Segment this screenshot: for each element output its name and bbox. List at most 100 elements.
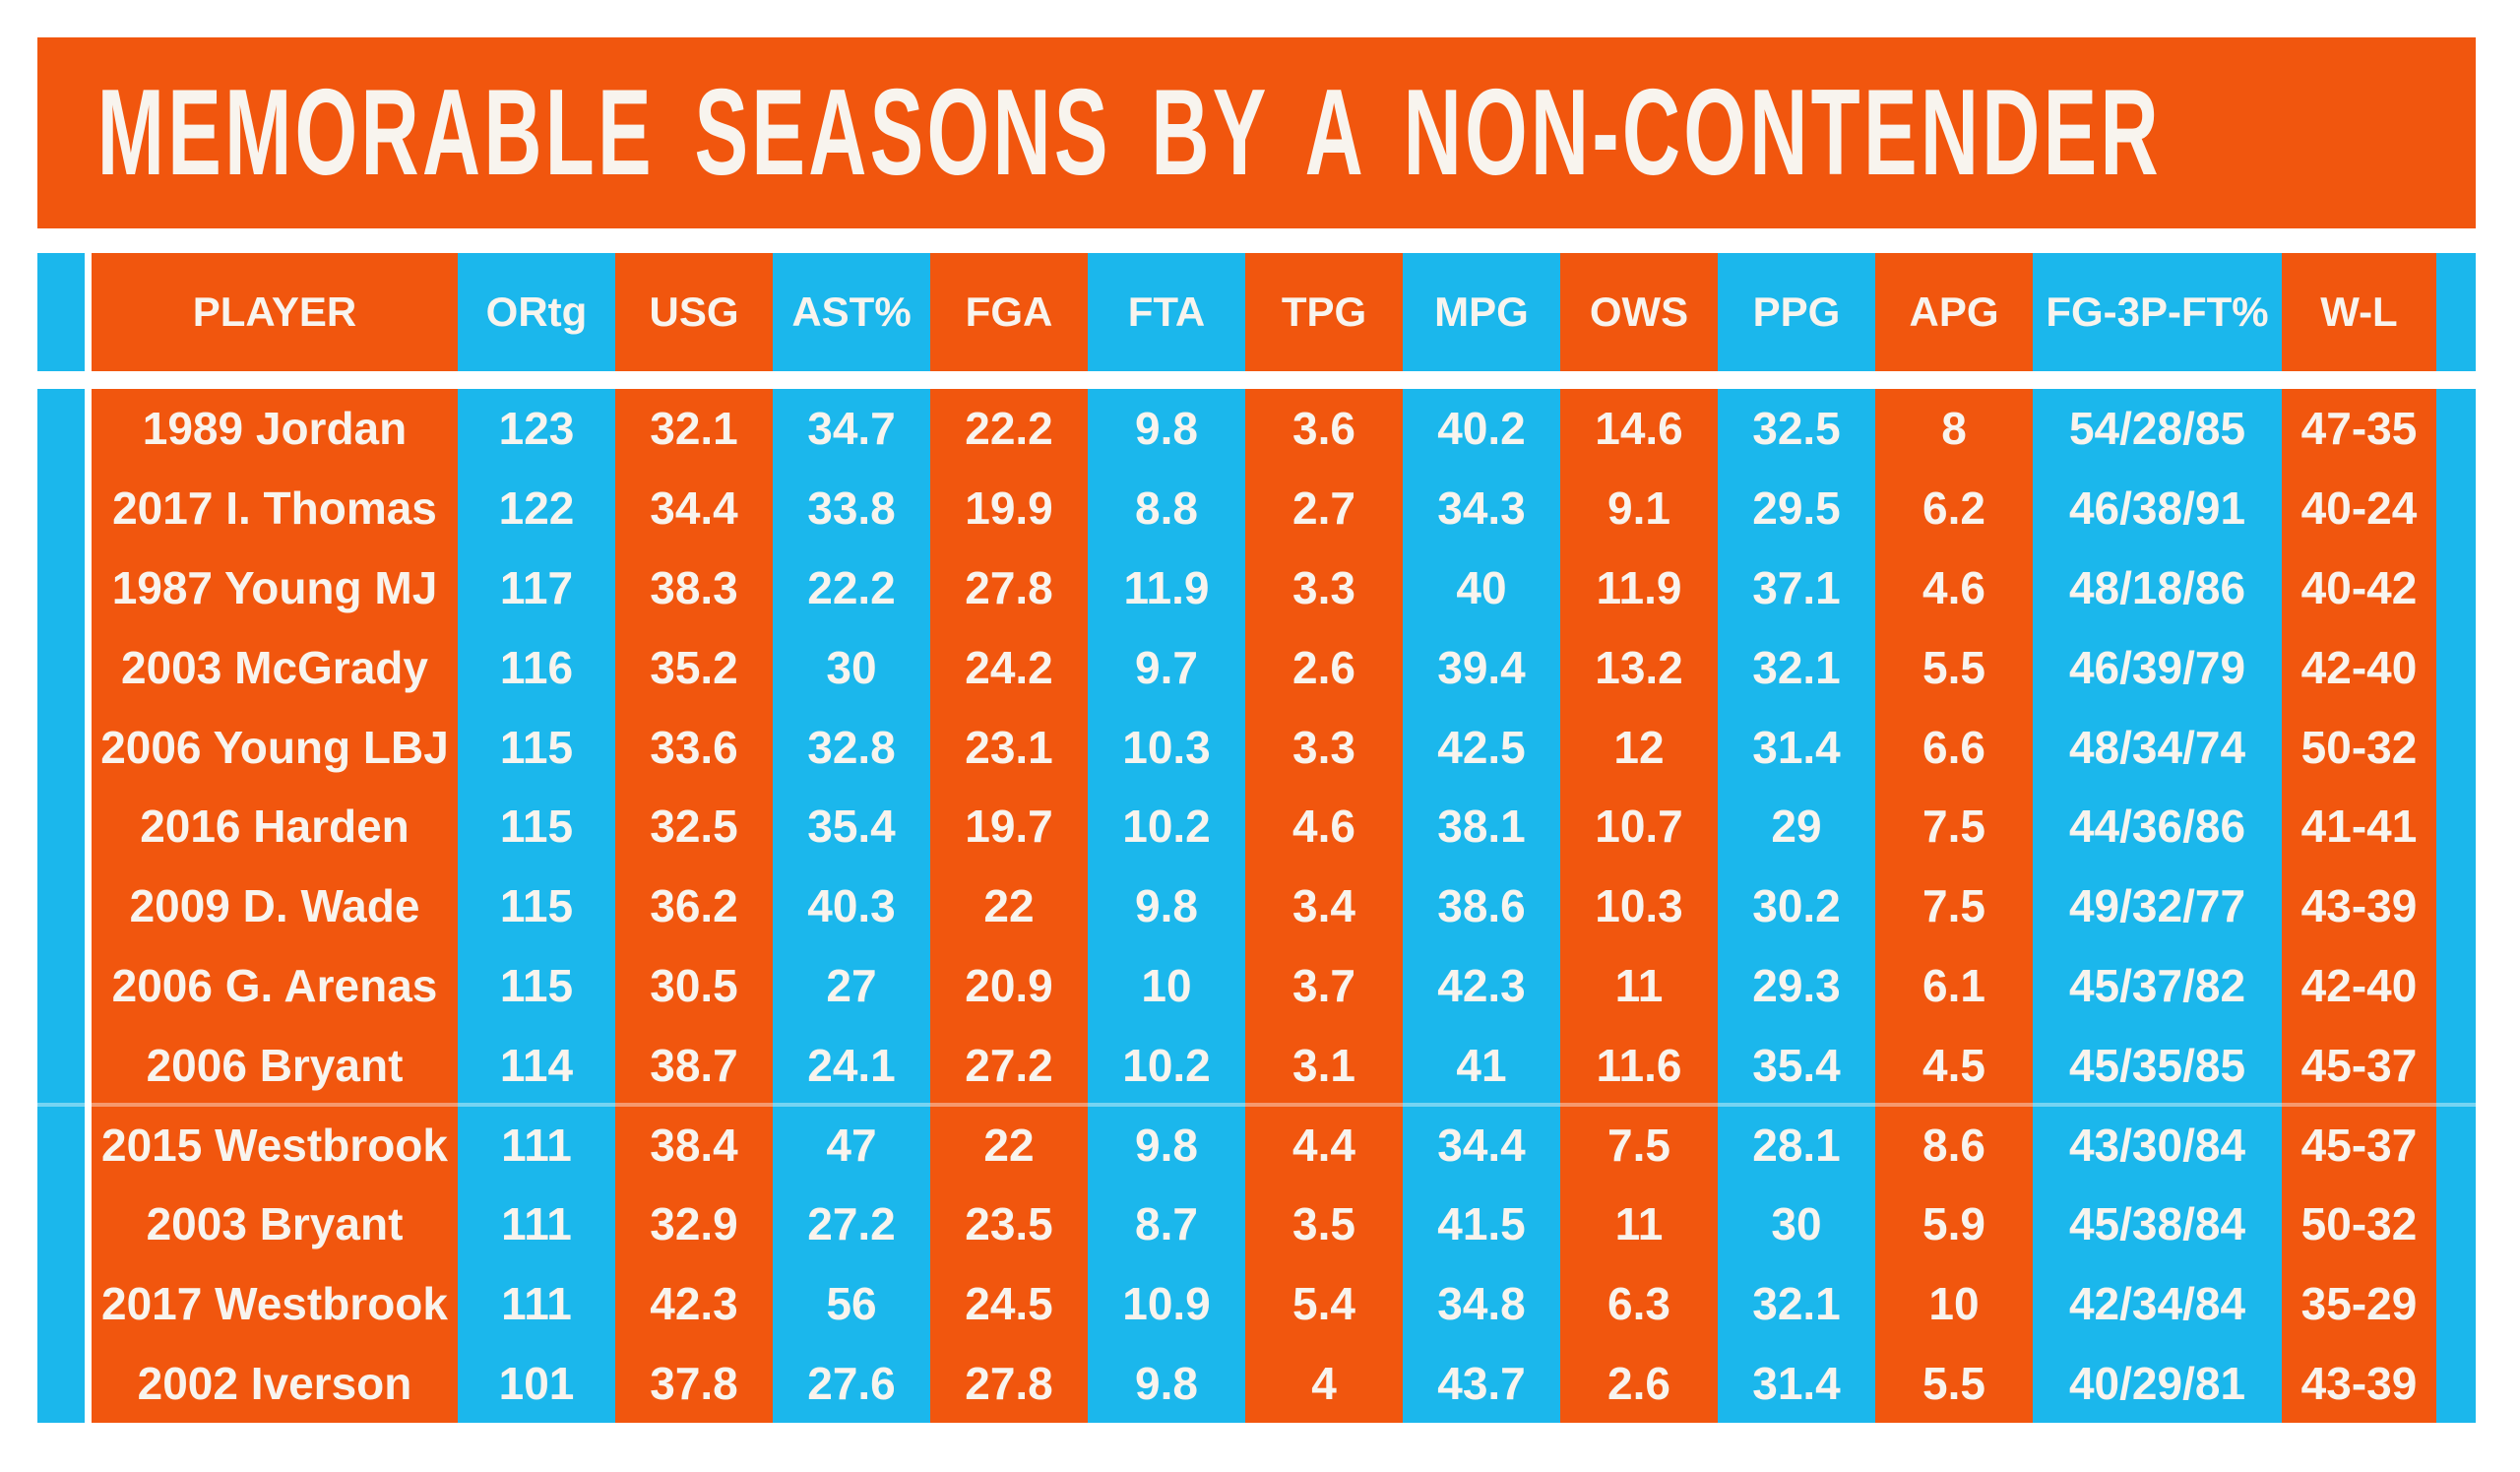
stat-cell: 30.2 (1718, 865, 1875, 946)
stat-cell: 44/36/86 (2033, 786, 2282, 866)
table-row: 2006 Bryant 114 38.7 24.1 27.2 10.2 3.1 41 11.6 3… (37, 1025, 2476, 1106)
stat-cell: 50-32 (2282, 707, 2436, 787)
stat-cell: 37.8 (615, 1343, 773, 1424)
stat-cell: 4.4 (1245, 1105, 1403, 1184)
stat-cell: 38.6 (1403, 865, 1560, 946)
stat-cell: 7.5 (1875, 786, 2033, 866)
player-cell: 2003 Bryant (92, 1184, 458, 1264)
table-row: 2006 G. Arenas 115 30.5 27 20.9 10 3.7 42.3 11 29… (37, 945, 2476, 1026)
stat-cell: 27.6 (773, 1343, 930, 1424)
stat-cell: 34.4 (615, 468, 773, 548)
stat-cell: 115 (458, 865, 615, 946)
header-player: PLAYER (92, 253, 458, 371)
stat-cell: 43-39 (2282, 1343, 2436, 1424)
stat-cell: 10 (1088, 945, 1245, 1026)
stat-cell: 10.3 (1560, 865, 1718, 946)
stat-cell: 27.8 (930, 547, 1088, 628)
header-w-l: W-L (2282, 253, 2436, 371)
player-cell: 2003 McGrady (92, 627, 458, 708)
stat-cell: 34.7 (773, 389, 930, 469)
stat-cell: 29.5 (1718, 468, 1875, 548)
stat-cell: 10.2 (1088, 786, 1245, 866)
header-usg: USG (615, 253, 773, 371)
stat-cell: 6.6 (1875, 707, 2033, 787)
left-edge-strip (37, 786, 85, 866)
column-separator (85, 1344, 92, 1424)
right-edge-strip (2436, 468, 2476, 548)
left-edge-strip (37, 1263, 85, 1344)
header-ast-pct: AST% (773, 253, 930, 371)
right-edge-strip (2436, 253, 2476, 371)
stat-cell: 29.3 (1718, 945, 1875, 1026)
stat-cell: 27 (773, 945, 930, 1026)
stat-cell: 33.6 (615, 707, 773, 787)
stat-cell: 116 (458, 627, 615, 708)
header-apg: APG (1875, 253, 2033, 371)
stat-cell: 22 (930, 1105, 1088, 1184)
player-cell: 2006 G. Arenas (92, 945, 458, 1026)
stat-cell: 27.8 (930, 1343, 1088, 1424)
stat-cell: 37.1 (1718, 547, 1875, 628)
stat-cell: 30 (1718, 1184, 1875, 1264)
stat-cell: 9.7 (1088, 627, 1245, 708)
header-ows: OWS (1560, 253, 1718, 371)
table-row: 1989 Jordan 123 32.1 34.7 22.2 9.8 3.6 40.2 14.6… (37, 389, 2476, 469)
stat-cell: 34.8 (1403, 1263, 1560, 1344)
left-edge-strip (37, 253, 85, 371)
table-row: 2016 Harden 115 32.5 35.4 19.7 10.2 4.6 38.1 10.… (37, 786, 2476, 866)
column-separator (85, 1025, 92, 1105)
stat-cell: 8.8 (1088, 468, 1245, 548)
stat-cell: 40-24 (2282, 468, 2436, 548)
title-banner: MEMORABLE SEASONS BY A NON-CONTENDER (37, 37, 2476, 228)
stat-cell: 35.2 (615, 627, 773, 708)
stat-cell: 3.3 (1245, 547, 1403, 628)
stat-cell: 11 (1560, 945, 1718, 1026)
stat-cell: 29 (1718, 786, 1875, 866)
table-row: 2002 Iverson 101 37.8 27.6 27.8 9.8 4 43.7 2.6 31… (37, 1343, 2476, 1424)
player-cell: 2015 Westbrook (92, 1105, 458, 1184)
stat-cell: 6.3 (1560, 1263, 1718, 1344)
column-separator (85, 548, 92, 628)
right-edge-strip (2436, 1343, 2476, 1424)
stat-cell: 24.2 (930, 627, 1088, 708)
stat-cell: 12 (1560, 707, 1718, 787)
stat-cell: 3.7 (1245, 945, 1403, 1026)
stat-cell: 4.6 (1875, 547, 2033, 628)
stat-cell: 35.4 (1718, 1025, 1875, 1106)
stat-cell: 31.4 (1718, 1343, 1875, 1424)
stat-cell: 9.8 (1088, 865, 1245, 946)
table-row: 2017 I. Thomas 122 34.4 33.8 19.9 8.8 2.7 34.3 9… (37, 468, 2476, 548)
stat-cell: 23.5 (930, 1184, 1088, 1264)
stat-cell: 2.6 (1560, 1343, 1718, 1424)
column-separator (85, 1105, 92, 1184)
stat-cell: 11.9 (1088, 547, 1245, 628)
stat-cell: 23.1 (930, 707, 1088, 787)
column-separator (85, 389, 92, 469)
stat-cell: 13.2 (1560, 627, 1718, 708)
stat-cell: 32.5 (615, 786, 773, 866)
stat-cell: 45/38/84 (2033, 1184, 2282, 1264)
stat-cell: 41-41 (2282, 786, 2436, 866)
stat-cell: 47-35 (2282, 389, 2436, 469)
right-edge-strip (2436, 1263, 2476, 1344)
stat-cell: 11 (1560, 1184, 1718, 1264)
header-fga: FGA (930, 253, 1088, 371)
stat-cell: 9.8 (1088, 1343, 1245, 1424)
stat-cell: 11.9 (1560, 547, 1718, 628)
page-title: MEMORABLE SEASONS BY A NON-CONTENDER (96, 65, 2162, 201)
stat-cell: 22.2 (773, 547, 930, 628)
stat-cell: 27.2 (773, 1184, 930, 1264)
stat-cell: 32.1 (1718, 627, 1875, 708)
stat-cell: 117 (458, 547, 615, 628)
left-edge-strip (37, 627, 85, 708)
player-cell: 2016 Harden (92, 786, 458, 866)
table-row: 2009 D. Wade 115 36.2 40.3 22 9.8 3.4 38.6 10.3 3… (37, 865, 2476, 946)
player-cell: 2017 I. Thomas (92, 468, 458, 548)
player-cell: 2002 Iverson (92, 1343, 458, 1424)
column-separator (85, 469, 92, 548)
stat-cell: 34.4 (1403, 1105, 1560, 1184)
left-edge-strip (37, 945, 85, 1026)
stat-cell: 28.1 (1718, 1105, 1875, 1184)
stat-cell: 2.6 (1245, 627, 1403, 708)
header-mpg: MPG (1403, 253, 1560, 371)
